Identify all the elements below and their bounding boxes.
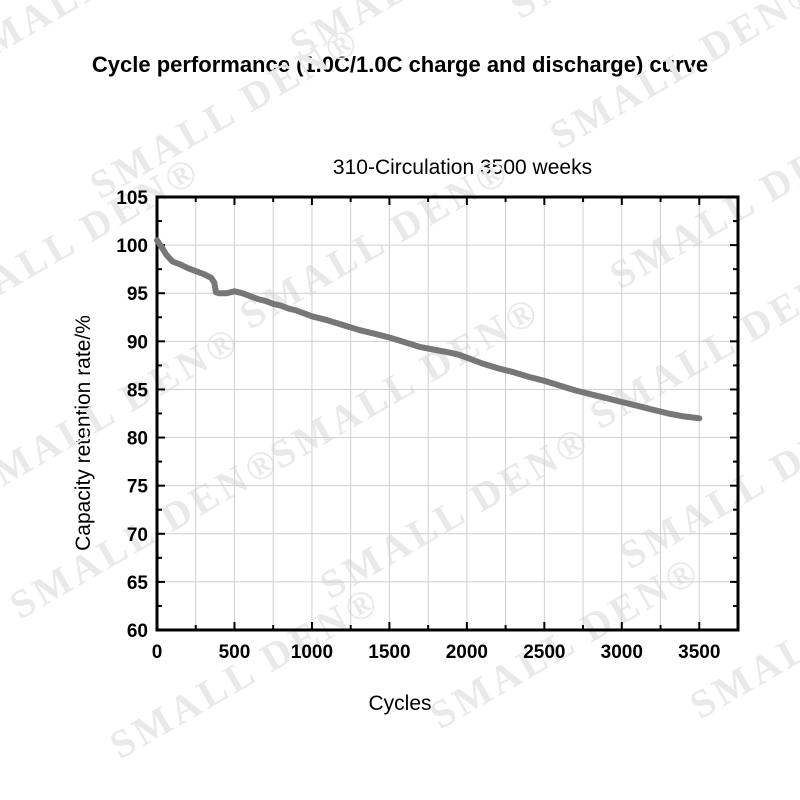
watermark-text: SMALL DEN® bbox=[102, 577, 388, 768]
x-tick-label: 2000 bbox=[446, 642, 488, 663]
watermark-text: SMALL DEN® bbox=[542, 0, 800, 158]
x-tick-label: 2500 bbox=[523, 642, 565, 663]
x-tick-label: 3000 bbox=[601, 642, 643, 663]
y-tick-label: 95 bbox=[127, 284, 149, 305]
y-tick-label: 90 bbox=[127, 332, 148, 353]
grid-lines bbox=[157, 197, 738, 630]
y-tick-label: 100 bbox=[116, 236, 148, 257]
y-tick-label: 70 bbox=[127, 525, 148, 546]
watermark-text: SMALL DEN® bbox=[602, 107, 800, 298]
watermark-text: SMALL DEN® bbox=[82, 17, 368, 208]
axis-tick-labels: 0 500 1000 1500 2000 2500 3000 3500 60 65 70 75 80 85… bbox=[116, 188, 720, 663]
y-tick-label: 105 bbox=[116, 188, 148, 209]
y-tick-label: 85 bbox=[127, 380, 149, 401]
x-tick-label: 500 bbox=[219, 642, 251, 663]
y-tick-label: 65 bbox=[127, 573, 149, 594]
x-tick-label: 3500 bbox=[678, 642, 720, 663]
watermark-text: SMALL DEN® bbox=[0, 0, 238, 78]
x-tick-label: 0 bbox=[152, 642, 163, 663]
x-tick-label: 1000 bbox=[291, 642, 333, 663]
watermark-text: SMALL DEN® bbox=[312, 417, 598, 608]
axis-ticks bbox=[156, 196, 739, 631]
page-title: Cycle performance (1.0C/1.0C charge and … bbox=[91, 52, 709, 77]
series-line-capacity-retention bbox=[154, 237, 703, 422]
y-tick-label: 80 bbox=[127, 429, 148, 450]
x-tick-label: 1500 bbox=[368, 642, 410, 663]
y-tick-label: 60 bbox=[127, 621, 148, 642]
watermark-text: SMALL DEN® bbox=[232, 147, 518, 338]
chart-title: 310-Circulation 3500 weeks bbox=[332, 156, 593, 179]
x-axis-label: Cycles bbox=[368, 692, 432, 715]
y-tick-label: 75 bbox=[127, 477, 149, 498]
